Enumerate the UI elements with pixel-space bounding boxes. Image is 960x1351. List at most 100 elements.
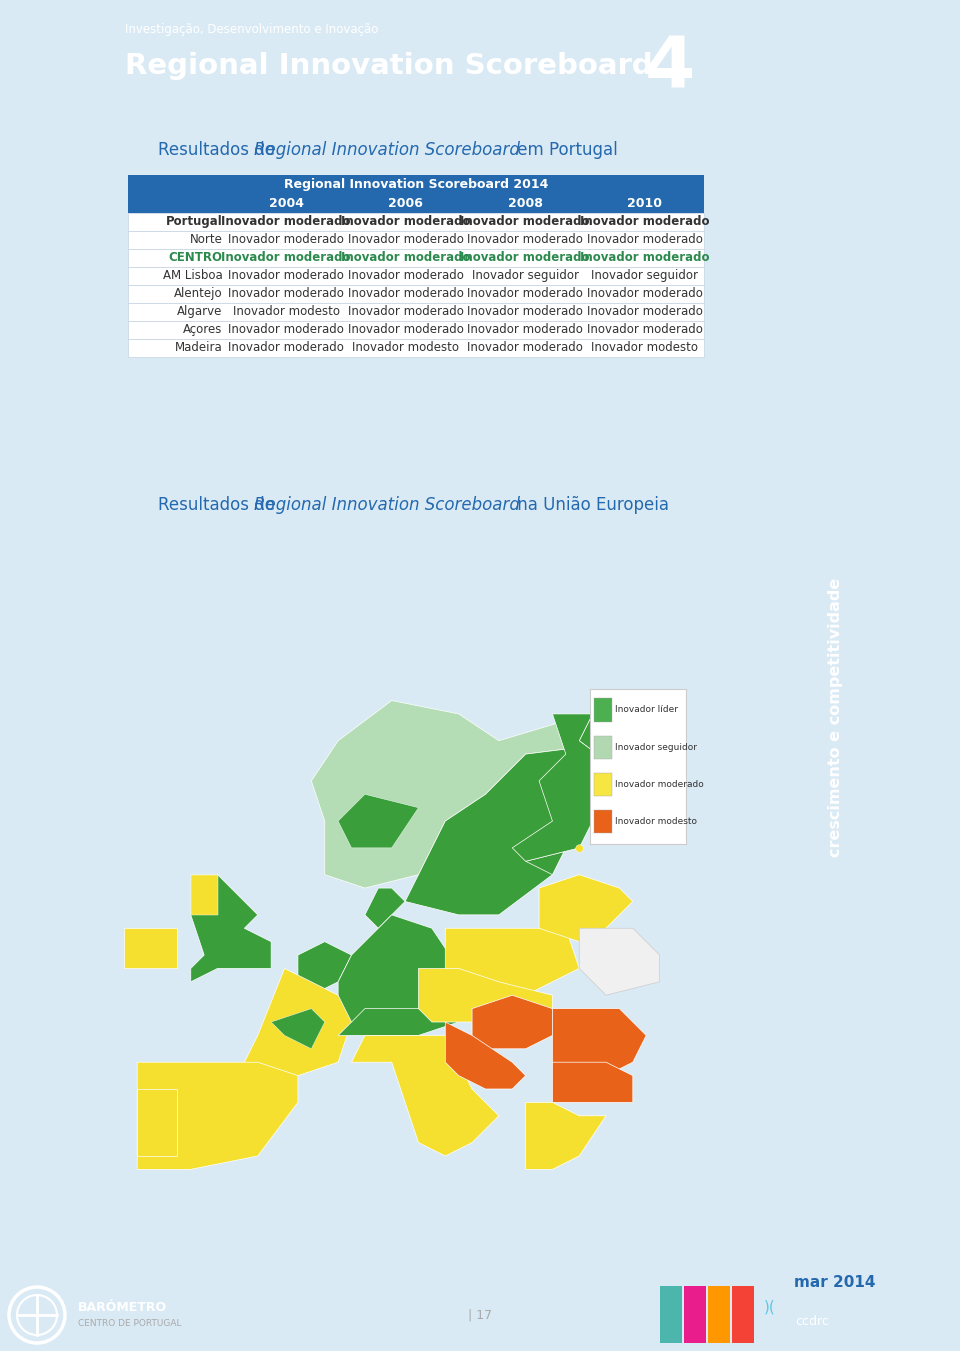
Text: Regional Innovation Scoreboard: Regional Innovation Scoreboard	[254, 496, 520, 513]
Polygon shape	[137, 1062, 298, 1170]
Text: Inovador moderado: Inovador moderado	[461, 251, 589, 265]
Bar	[732, 1286, 754, 1343]
Point	[571, 838, 587, 859]
Text: Inovador moderado: Inovador moderado	[468, 234, 583, 246]
Text: Regional Innovation Scoreboard 2014: Regional Innovation Scoreboard 2014	[284, 178, 548, 192]
Text: Inovador moderado: Inovador moderado	[228, 269, 344, 282]
Polygon shape	[204, 969, 351, 1075]
Polygon shape	[526, 713, 633, 874]
Text: Inovador moderado: Inovador moderado	[222, 215, 350, 228]
Bar	[684, 1286, 706, 1343]
Polygon shape	[124, 928, 178, 969]
Bar	[129, 303, 705, 320]
Text: 2006: 2006	[388, 197, 423, 211]
Text: Inovador modesto: Inovador modesto	[352, 342, 459, 354]
Bar	[129, 249, 705, 267]
Polygon shape	[338, 794, 419, 848]
Text: Algarve: Algarve	[177, 305, 223, 319]
Text: 2008: 2008	[508, 197, 542, 211]
Text: Inovador moderado: Inovador moderado	[461, 215, 589, 228]
Bar	[129, 285, 705, 303]
Bar	[129, 231, 705, 249]
Bar	[129, 267, 705, 285]
Polygon shape	[513, 713, 633, 862]
Bar	[129, 174, 705, 195]
Bar	[708, 1286, 730, 1343]
Bar	[594, 735, 612, 759]
Text: Inovador moderado: Inovador moderado	[228, 342, 344, 354]
Bar	[660, 1286, 682, 1343]
Text: Inovador moderado: Inovador moderado	[587, 288, 703, 300]
Polygon shape	[191, 874, 218, 915]
Text: Inovador moderado: Inovador moderado	[348, 288, 464, 300]
Polygon shape	[271, 1009, 324, 1048]
Polygon shape	[298, 942, 351, 996]
Text: Inovador moderado: Inovador moderado	[468, 323, 583, 336]
Text: Inovador moderado: Inovador moderado	[228, 234, 344, 246]
Polygon shape	[552, 1009, 646, 1075]
Text: CENTRO: CENTRO	[168, 251, 223, 265]
Text: mar 2014: mar 2014	[795, 1275, 876, 1290]
Text: Resultados do: Resultados do	[158, 496, 280, 513]
Text: Inovador moderado: Inovador moderado	[587, 323, 703, 336]
Text: Inovador moderado: Inovador moderado	[348, 234, 464, 246]
Polygon shape	[311, 701, 633, 888]
Text: 4: 4	[645, 34, 695, 103]
Text: Inovador moderado: Inovador moderado	[348, 323, 464, 336]
Polygon shape	[338, 915, 459, 1021]
Text: Resultados do: Resultados do	[158, 141, 280, 159]
Bar	[129, 320, 705, 339]
Bar	[129, 213, 705, 231]
Text: Inovador moderado: Inovador moderado	[468, 342, 583, 354]
Text: na União Europeia: na União Europeia	[513, 496, 669, 513]
Polygon shape	[405, 740, 633, 915]
Text: Inovador moderado: Inovador moderado	[587, 234, 703, 246]
Text: em Portugal: em Portugal	[513, 141, 618, 159]
Text: Madeira: Madeira	[175, 342, 223, 354]
Bar	[594, 811, 612, 834]
Polygon shape	[540, 874, 633, 942]
Polygon shape	[445, 928, 579, 996]
Text: Inovador moderado: Inovador moderado	[222, 251, 350, 265]
Text: Inovador modesto: Inovador modesto	[232, 305, 340, 319]
Text: AM Lisboa: AM Lisboa	[162, 269, 223, 282]
Text: Inovador moderado: Inovador moderado	[348, 269, 464, 282]
Text: Inovador modesto: Inovador modesto	[591, 342, 698, 354]
Bar	[594, 773, 612, 796]
Text: Alentejo: Alentejo	[174, 288, 223, 300]
Polygon shape	[191, 874, 271, 982]
Text: Investigação, Desenvolvimento e Inovação: Investigação, Desenvolvimento e Inovação	[126, 23, 379, 36]
Text: Inovador moderado: Inovador moderado	[468, 288, 583, 300]
Text: BARÓMETRO: BARÓMETRO	[78, 1301, 167, 1313]
Text: Norte: Norte	[189, 234, 223, 246]
Polygon shape	[419, 969, 552, 1021]
Text: Inovador moderado: Inovador moderado	[580, 251, 709, 265]
Text: Inovador líder: Inovador líder	[615, 705, 679, 715]
Text: | 17: | 17	[468, 1309, 492, 1321]
Bar	[129, 339, 705, 357]
Polygon shape	[351, 1035, 499, 1156]
Text: Inovador seguidor: Inovador seguidor	[615, 743, 697, 751]
Text: Inovador seguidor: Inovador seguidor	[591, 269, 698, 282]
Text: CENTRO DE PORTUGAL: CENTRO DE PORTUGAL	[78, 1319, 181, 1328]
Text: 2004: 2004	[269, 197, 303, 211]
Polygon shape	[0, 754, 84, 808]
Polygon shape	[552, 1062, 633, 1102]
Text: Inovador moderado: Inovador moderado	[468, 305, 583, 319]
Text: Regional Innovation Scoreboard: Regional Innovation Scoreboard	[254, 141, 520, 159]
Text: Inovador modesto: Inovador modesto	[615, 817, 697, 827]
Text: 2010: 2010	[627, 197, 662, 211]
Text: crescimento e competitividade: crescimento e competitividade	[828, 578, 843, 857]
Bar	[129, 195, 705, 213]
Text: Inovador moderado: Inovador moderado	[587, 305, 703, 319]
Text: Inovador moderado: Inovador moderado	[348, 305, 464, 319]
Polygon shape	[472, 996, 552, 1048]
Text: Inovador moderado: Inovador moderado	[228, 323, 344, 336]
Text: Açores: Açores	[183, 323, 223, 336]
Text: Inovador moderado: Inovador moderado	[580, 215, 709, 228]
Text: Inovador moderado: Inovador moderado	[228, 288, 344, 300]
Polygon shape	[137, 1089, 178, 1156]
Text: Regional Innovation Scoreboard: Regional Innovation Scoreboard	[126, 53, 653, 81]
Polygon shape	[338, 1009, 459, 1035]
Polygon shape	[445, 1021, 526, 1089]
